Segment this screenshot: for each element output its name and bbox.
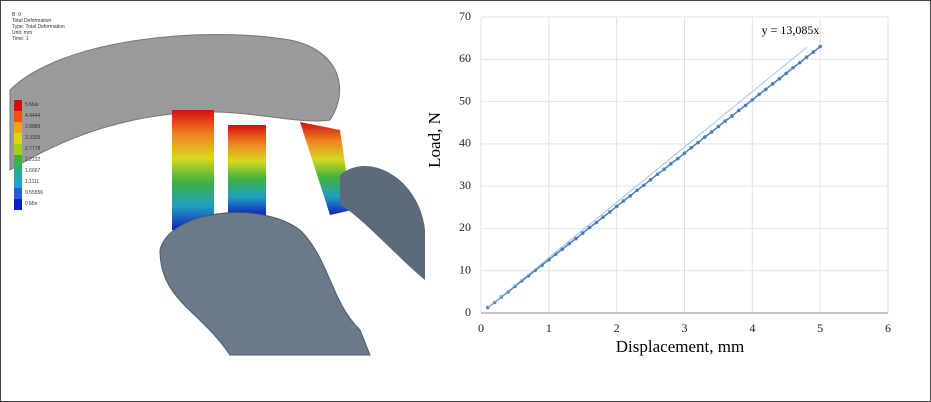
lower-part (159, 212, 371, 356)
data-point (730, 114, 734, 118)
legend-label: 5 Max (25, 102, 39, 108)
legend-label: 4.4444 (25, 113, 41, 119)
data-point (723, 119, 727, 123)
data-point (662, 167, 666, 172)
legend-swatch (14, 100, 22, 111)
data-point (770, 82, 775, 86)
data-point (689, 145, 694, 150)
data-point (635, 188, 639, 193)
x-tick-label: 2 (614, 321, 620, 335)
data-point (743, 103, 748, 108)
y-tick-label: 70 (459, 9, 471, 23)
legend-swatch (14, 166, 22, 177)
data-point (784, 71, 789, 76)
data-point (818, 44, 822, 49)
x-tick-label: 1 (546, 321, 552, 335)
data-point (804, 55, 809, 59)
x-tick-label: 6 (885, 321, 891, 335)
fea-header: Total Deformation (12, 18, 51, 24)
legend-swatch (14, 122, 22, 133)
data-point (642, 183, 646, 188)
x-tick-label: 0 (478, 321, 484, 335)
legend-swatch (14, 199, 22, 210)
legend-swatch (14, 144, 22, 155)
data-point (716, 124, 721, 129)
y-tick-label: 30 (459, 178, 471, 192)
y-tick-label: 60 (459, 51, 471, 65)
data-point (594, 220, 599, 225)
data-point (567, 241, 571, 246)
data-point (750, 98, 755, 102)
data-point (696, 140, 700, 145)
trendline (487, 47, 807, 308)
pad (228, 125, 266, 215)
pad (172, 110, 214, 230)
y-tick-label: 40 (459, 136, 471, 150)
y-tick-label: 50 (459, 93, 471, 107)
data-point (669, 161, 673, 166)
data-point (580, 231, 585, 235)
legend-swatch (14, 177, 22, 188)
data-point (655, 172, 660, 177)
data-point (648, 178, 653, 182)
y-axis-title: Load, N (425, 112, 444, 168)
x-tick-label: 4 (749, 321, 755, 335)
data-point (587, 225, 592, 230)
legend-label: 2.2222 (25, 157, 41, 163)
fea-header: Time: 1 (12, 36, 29, 42)
y-tick-label: 20 (459, 220, 471, 234)
data-point (574, 236, 578, 241)
fea-header: B: 0 (12, 12, 21, 18)
fea-header: Type: Total Deformation (12, 24, 65, 30)
data-point (811, 50, 816, 54)
data-point (682, 151, 687, 155)
legend-label: 3.8889 (25, 124, 41, 130)
data-point (614, 204, 619, 209)
chart: Displacement, mm Load, N 010203040506070… (425, 9, 891, 356)
legend-swatch (14, 155, 22, 166)
legend-label: 1.1111 (25, 179, 39, 185)
data-point (560, 247, 565, 251)
x-tick-label: 3 (682, 321, 688, 335)
data-point (791, 65, 795, 70)
legend-label: 3.3333 (25, 135, 41, 141)
legend-swatch (14, 188, 22, 199)
data-point (608, 210, 612, 214)
data-point (736, 108, 741, 113)
legend-label: 2.7778 (25, 146, 41, 152)
x-tick-label: 5 (817, 321, 823, 335)
data-point (628, 194, 633, 198)
data-point (709, 130, 714, 134)
legend-label: 0 Min (25, 201, 37, 207)
data-point (601, 215, 605, 219)
legend-label: 0.55556 (25, 190, 43, 196)
data-point (777, 76, 782, 81)
x-axis-title: Displacement, mm (616, 337, 744, 356)
lower-part (340, 166, 425, 280)
data-point (798, 60, 802, 65)
data-point (764, 87, 768, 92)
data-point (621, 199, 626, 203)
y-tick-label: 0 (465, 305, 471, 319)
legend-swatch (14, 133, 22, 144)
y-tick-label: 10 (459, 262, 471, 276)
legend-label: 1.6667 (25, 168, 41, 174)
data-point (703, 135, 707, 139)
legend-swatch (14, 111, 22, 122)
upper-part (9, 33, 341, 171)
fea-header: Unit: mm (12, 30, 32, 36)
trendline-label: y = 13,085x (762, 23, 820, 37)
data-point (675, 156, 680, 161)
data-point (757, 92, 761, 97)
pad (300, 122, 352, 215)
